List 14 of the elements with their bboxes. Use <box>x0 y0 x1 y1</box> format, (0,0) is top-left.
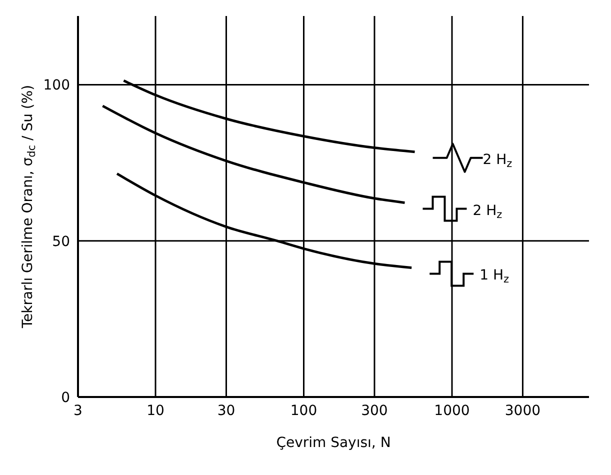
x-tick-label: 1000 <box>434 402 470 419</box>
x-tick-label: 10 <box>146 402 164 419</box>
x-tick-label: 100 <box>290 402 318 419</box>
y-tick-label: 50 <box>52 234 70 250</box>
x-tick-label: 30 <box>217 402 236 419</box>
x-axis-title: Çevrim Sayısı, N <box>276 435 391 451</box>
x-tick-label: 3 <box>74 402 82 419</box>
y-tick-label: 100 <box>43 78 70 94</box>
legend-label: 2 H$_{z}$ <box>482 152 513 170</box>
legend-label: 2 H$_{z}$ <box>472 202 503 220</box>
legend-label: 1 H$_{z}$ <box>480 268 510 286</box>
x-tick-label: 3000 <box>504 402 541 419</box>
y-tick-label: 0 <box>61 390 70 406</box>
x-tick-label: 300 <box>361 402 388 419</box>
